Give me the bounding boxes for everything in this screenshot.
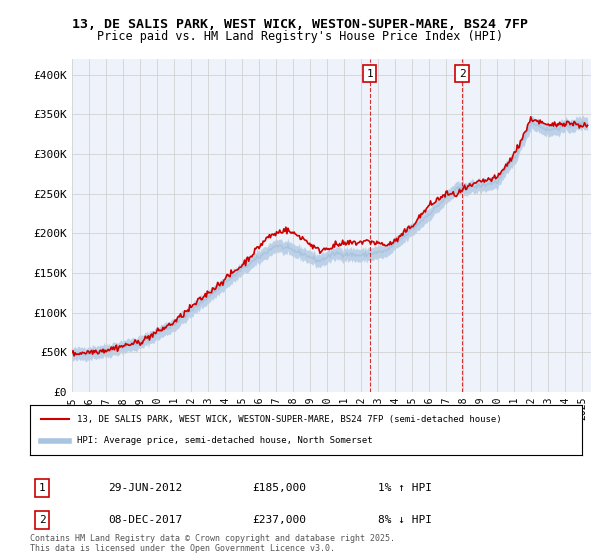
Text: 2: 2 [459, 69, 466, 79]
Text: 29-JUN-2012: 29-JUN-2012 [108, 483, 182, 493]
Text: Price paid vs. HM Land Registry's House Price Index (HPI): Price paid vs. HM Land Registry's House … [97, 30, 503, 43]
Text: £237,000: £237,000 [252, 515, 306, 525]
Text: 2: 2 [38, 515, 46, 525]
Text: 13, DE SALIS PARK, WEST WICK, WESTON-SUPER-MARE, BS24 7FP: 13, DE SALIS PARK, WEST WICK, WESTON-SUP… [72, 18, 528, 31]
Text: £185,000: £185,000 [252, 483, 306, 493]
Text: HPI: Average price, semi-detached house, North Somerset: HPI: Average price, semi-detached house,… [77, 436, 373, 445]
Text: 8% ↓ HPI: 8% ↓ HPI [378, 515, 432, 525]
Text: 1: 1 [38, 483, 46, 493]
Text: 13, DE SALIS PARK, WEST WICK, WESTON-SUPER-MARE, BS24 7FP (semi-detached house): 13, DE SALIS PARK, WEST WICK, WESTON-SUP… [77, 415, 502, 424]
Text: 1: 1 [366, 69, 373, 79]
Text: 08-DEC-2017: 08-DEC-2017 [108, 515, 182, 525]
Text: 1% ↑ HPI: 1% ↑ HPI [378, 483, 432, 493]
Text: Contains HM Land Registry data © Crown copyright and database right 2025.
This d: Contains HM Land Registry data © Crown c… [30, 534, 395, 553]
